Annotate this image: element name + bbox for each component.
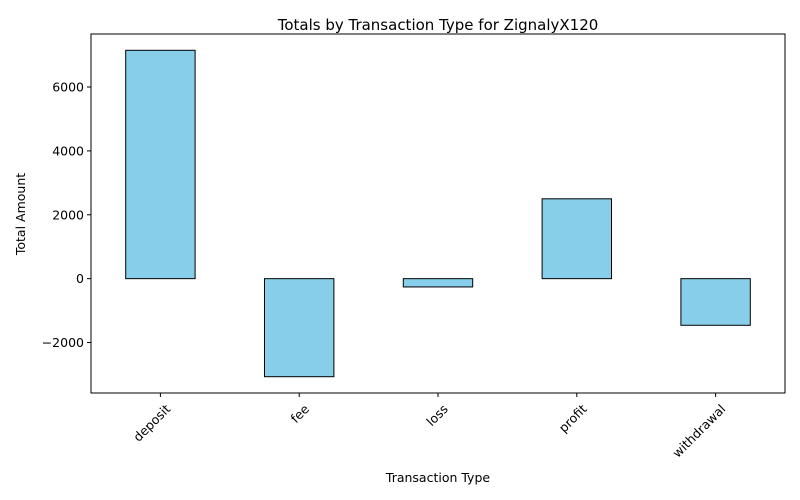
y-tick-label: 0 [76,271,84,286]
bar-profit [541,198,612,280]
x-axis-label: Transaction Type [385,470,491,485]
y-tick-label: 2000 [52,207,84,222]
x-tick-label: loss [423,401,451,429]
bar-fee [264,278,335,378]
plot-area: −2000 0 2000 4000 6000 deposit fee loss profit wi… [42,33,786,460]
x-tick-label: withdrawal [669,401,728,460]
y-tick-label: 4000 [52,143,84,158]
y-axis-label: Total Amount [13,173,28,256]
bar-deposit [125,49,196,280]
x-tick-label: fee [288,401,313,426]
x-tick-label: profit [556,401,590,435]
x-tick-label: deposit [130,401,173,444]
bar-loss [402,278,474,288]
y-tick-label: −2000 [42,335,84,350]
y-tick-label: 6000 [52,80,84,95]
bar-withdrawal [680,278,751,326]
chart-title: Totals by Transaction Type for ZignalyX1… [277,16,599,34]
